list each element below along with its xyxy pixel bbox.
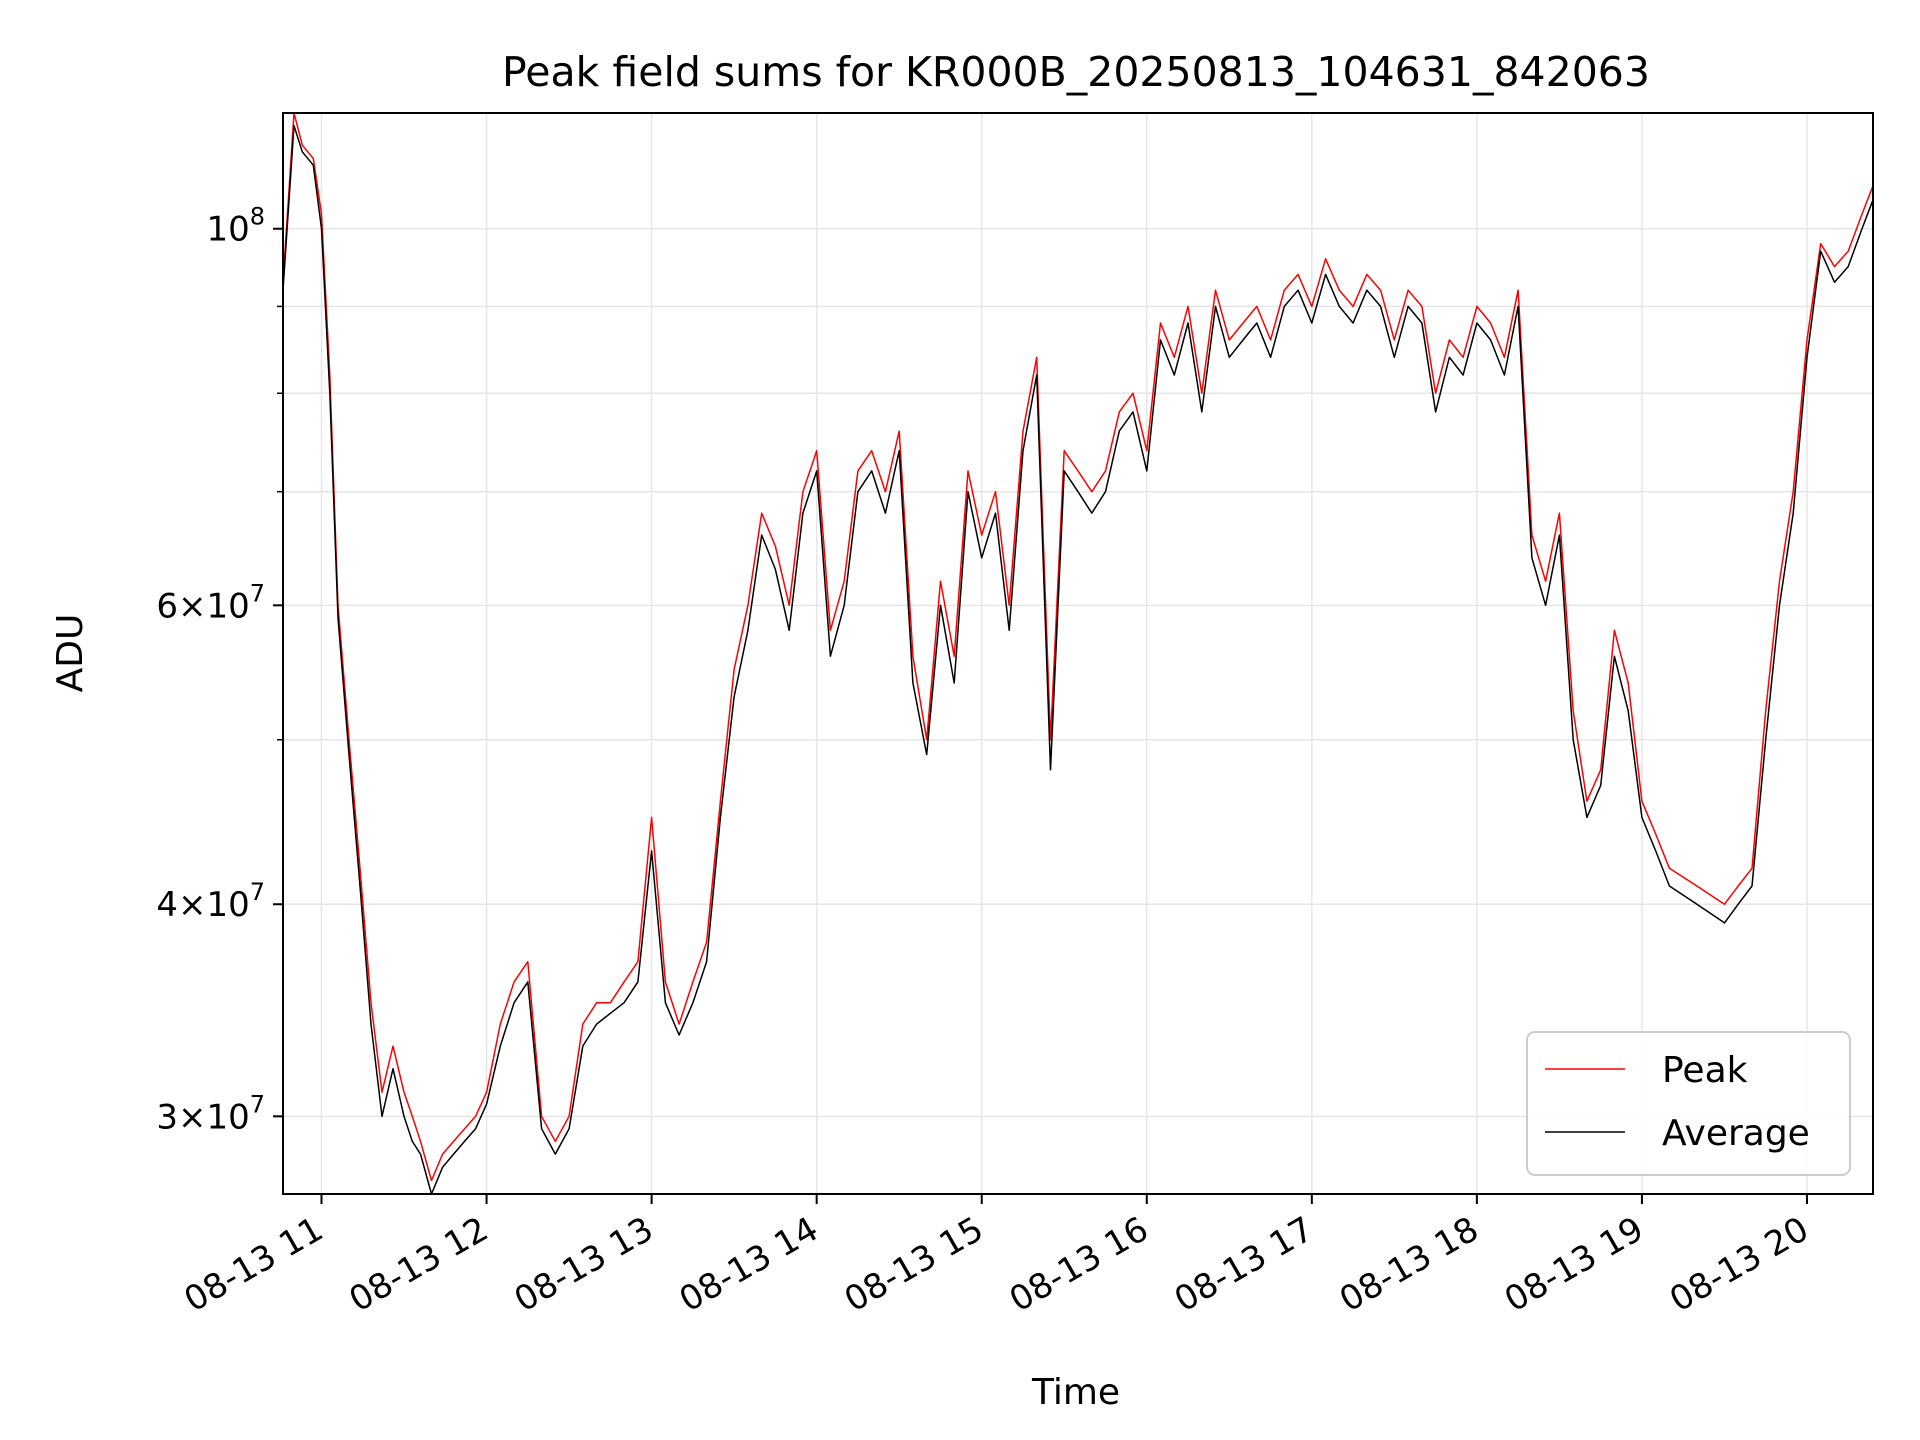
x-axis-label: Time (1031, 1372, 1120, 1413)
y-tick-label: 108 (206, 203, 265, 250)
y-tick-label: 3×107 (156, 1090, 265, 1137)
chart-title: Peak field sums for KR000B_20250813_1046… (502, 48, 1650, 96)
y-axis-label: ADU (50, 614, 91, 693)
legend-box (1526, 1031, 1851, 1176)
legend-label-average: Average (1662, 1113, 1810, 1154)
y-tick-label: 4×107 (156, 878, 265, 925)
peak-series-line (282, 112, 1874, 1182)
legend-label-peak: Peak (1662, 1050, 1748, 1091)
plot-frame (282, 112, 1874, 1195)
y-axis: 3×107 4×107 6×107 108 (156, 203, 283, 1137)
average-series-line (282, 124, 1874, 1195)
legend: Peak Average (1526, 1031, 1851, 1176)
series-lines (282, 112, 1874, 1195)
y-tick-label: 6×107 (156, 579, 265, 626)
